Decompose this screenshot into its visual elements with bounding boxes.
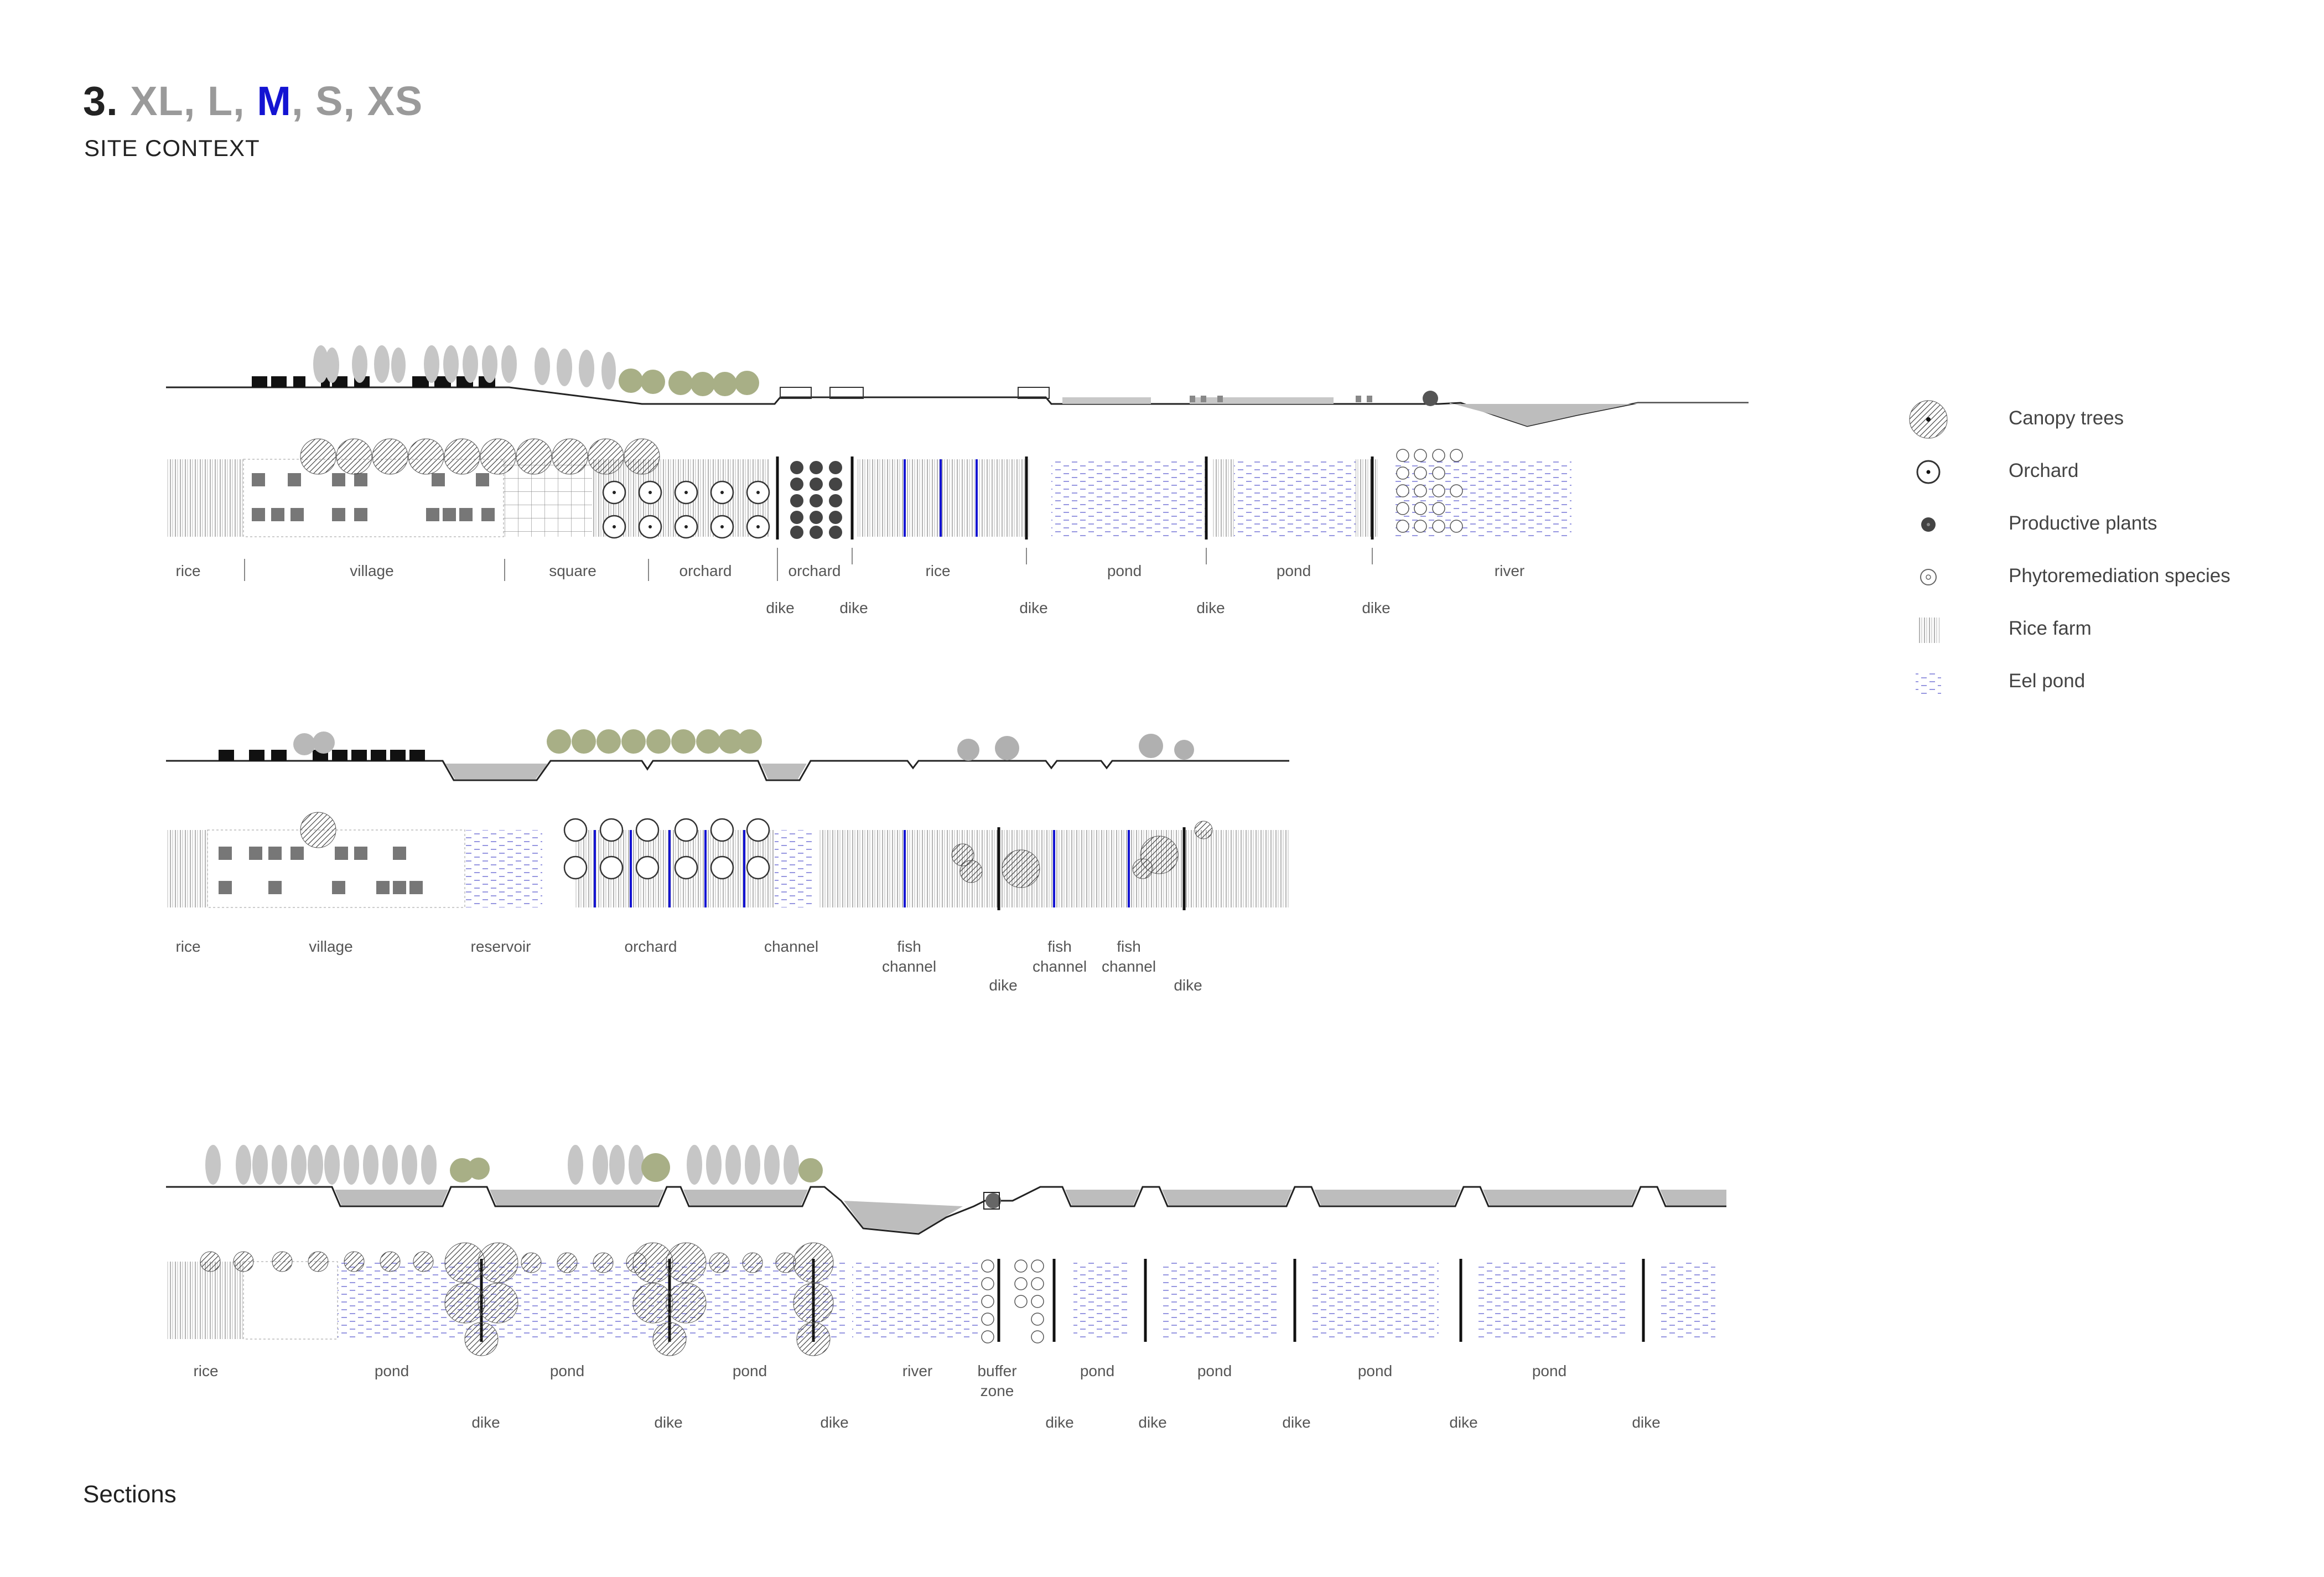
s1-label-dike-4: dike (1196, 599, 1225, 616)
s3-label-pond-3: pond (732, 1362, 767, 1379)
eel-pond-icon (1916, 671, 1941, 694)
title-separator: , (233, 78, 257, 124)
s3-label-dike-7: dike (1449, 1414, 1478, 1431)
s1-pond1-plan (1051, 459, 1206, 537)
canopy-trees-icon (1909, 400, 1948, 439)
legend-row-canopy-trees: Canopy trees (1903, 393, 2302, 445)
s2-label-fish-channel-1: fish channel (881, 938, 937, 975)
legend-label: Orchard (2009, 460, 2079, 481)
legend-label: Rice farm (2009, 618, 2092, 639)
s3-label-dike-8: dike (1632, 1414, 1661, 1431)
s3-label-dike-5: dike (1138, 1414, 1167, 1431)
section-1-canopy-trees (313, 345, 616, 390)
s2-label-fish-channel-2: fish channel (1032, 938, 1087, 975)
section-2-ground-profile (166, 760, 1289, 781)
s1-label-orchard-2: orchard (788, 562, 841, 579)
title-number: 3. (83, 78, 118, 124)
s1-rice2-plan (858, 459, 1029, 537)
s1-label-square: square (549, 562, 596, 579)
legend-label: Productive plants (2009, 512, 2157, 534)
s1-label-dike-1: dike (766, 599, 795, 616)
size-l: L (207, 78, 234, 124)
s3-label-dike-6: dike (1282, 1414, 1311, 1431)
s2-label-village: village (309, 938, 353, 955)
page-title: 3. XL, L, M, S, XS (83, 77, 423, 124)
s1-label-dike-5: dike (1362, 599, 1391, 616)
s1-productive-plants (790, 461, 842, 539)
section-1-buildings (252, 376, 495, 387)
rice-farm-icon (1917, 618, 1939, 643)
section-3-drawing (166, 1145, 1726, 1356)
s3-label-dike-1: dike (471, 1414, 500, 1431)
s3-label-dike-3: dike (820, 1414, 849, 1431)
s2-label-orchard: orchard (624, 938, 677, 955)
section-3-ground-profile (166, 1186, 1726, 1235)
s1-label-rice-2: rice (925, 562, 951, 579)
phytoremediation-species-icon (1920, 569, 1937, 585)
s3-label-pond-5: pond (1197, 1362, 1232, 1379)
figure-caption: Sections (83, 1481, 177, 1508)
size-m: M (257, 78, 292, 124)
s1-label-river: river (1494, 562, 1525, 579)
orchard-icon (1916, 460, 1941, 484)
s1-label-pond-2: pond (1276, 562, 1311, 579)
s3-label-river: river (902, 1362, 933, 1379)
s1-label-village: village (350, 562, 394, 579)
section-2-buildings (219, 750, 425, 761)
s3-label-pond-1: pond (374, 1362, 409, 1379)
s2-label-fish-channel-3: fish channel (1101, 938, 1156, 975)
s3-label-rice: rice (193, 1362, 219, 1379)
section-2-orchard-trees (547, 729, 762, 754)
legend-row-rice-farm: Rice farm (1903, 603, 2302, 656)
section-1-drawing (166, 345, 1749, 581)
s2-label-rice: rice (175, 938, 201, 955)
s3-label-pond-6: pond (1357, 1362, 1393, 1379)
s2-label-dike-2: dike (1174, 977, 1202, 994)
s1-label-pond: pond (1107, 562, 1142, 579)
s1-phytoremediation (1396, 449, 1463, 533)
s3-label-dike-4: dike (1045, 1414, 1074, 1431)
legend-label: Phytoremediation species (2009, 565, 2230, 587)
s3-label-buffer-zone: buffer zone (977, 1362, 1017, 1399)
legend-row-orchard: Orchard (1903, 445, 2302, 498)
s3-label-pond-2: pond (549, 1362, 585, 1379)
title-separator: , (343, 78, 367, 124)
s1-label-orchard: orchard (679, 562, 732, 579)
legend: Canopy trees Orchard Productive plants P… (1903, 393, 2302, 708)
s2-label-dike-1: dike (989, 977, 1018, 994)
legend-row-eel-pond: Eel pond (1903, 656, 2302, 708)
s1-label-dike-2: dike (839, 599, 868, 616)
s1-village-buildings (252, 473, 495, 521)
size-s: S (315, 78, 344, 124)
section-2-drawing (166, 729, 1289, 910)
section-1-river-water (1450, 403, 1749, 426)
productive-plants-icon (1921, 517, 1936, 532)
section-2-plan (166, 812, 1289, 910)
title-separator: , (291, 78, 316, 124)
section-3-canopy-trees (205, 1145, 799, 1185)
s1-canopy-row (300, 438, 660, 475)
size-xl: XL (130, 78, 184, 124)
legend-label: Eel pond (2009, 670, 2086, 692)
s2-label-reservoir: reservoir (470, 938, 531, 955)
s1-pond2-plan (1234, 459, 1356, 537)
title-separator: , (183, 78, 208, 124)
legend-label: Canopy trees (2009, 407, 2124, 429)
s3-label-dike-2: dike (654, 1414, 683, 1431)
s3-label-pond-7: pond (1532, 1362, 1567, 1379)
s1-rice-plan (166, 459, 243, 537)
s1-label-rice: rice (175, 562, 201, 579)
size-xs: XS (367, 78, 423, 124)
s1-label-dike-3: dike (1019, 599, 1048, 616)
legend-row-phytoremediation: Phytoremediation species (1903, 551, 2302, 603)
section-3-plan (166, 1242, 1715, 1356)
page-subtitle: SITE CONTEXT (84, 135, 260, 161)
legend-row-productive-plants: Productive plants (1903, 498, 2302, 551)
section-1-plan (166, 438, 1571, 581)
s3-label-pond-4: pond (1080, 1362, 1115, 1379)
section-1-orchard-trees (619, 369, 759, 396)
s2-label-channel: channel (764, 938, 819, 955)
